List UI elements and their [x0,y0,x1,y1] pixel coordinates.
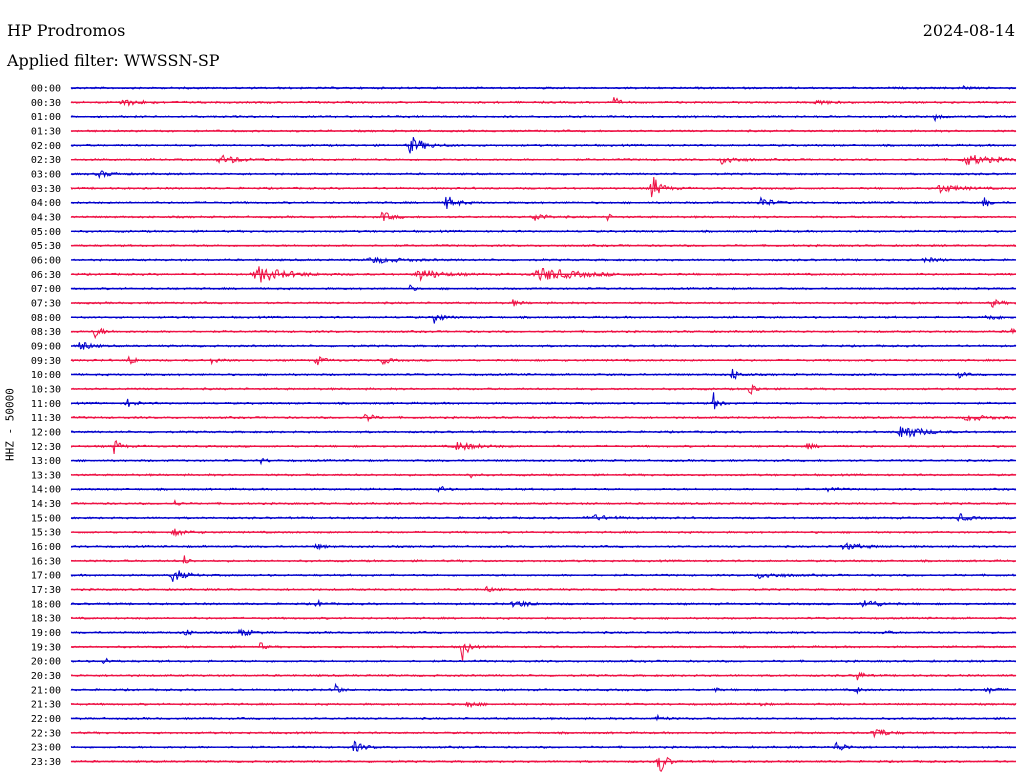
trace-line [70,97,1017,107]
time-tick-label: 22:00 [31,714,61,725]
trace-line [70,439,1017,454]
time-tick-label: 14:30 [31,499,61,510]
time-tick-label: 18:30 [31,614,61,625]
time-tick-label: 23:00 [31,743,61,754]
time-tick-label: 00:00 [31,84,61,95]
time-tick-label: 14:00 [31,485,61,496]
time-tick-label: 06:00 [31,255,61,266]
time-tick-label: 02:30 [31,155,61,166]
trace-line [70,682,1017,695]
time-tick-label: 04:30 [31,212,61,223]
time-tick-label: 09:00 [31,341,61,352]
trace-line [70,368,1016,381]
time-tick-label: 00:30 [31,98,61,109]
time-tick-label: 03:00 [31,169,61,180]
time-tick-label: 16:00 [31,542,61,553]
trace-line [70,392,1017,410]
time-tick-label: 07:00 [31,284,61,295]
record-date: 2024-08-14 [922,21,1015,40]
time-tick-label: 20:30 [31,671,61,682]
trace-line [70,284,1017,291]
time-tick-label: 15:30 [31,528,61,539]
trace-line [70,555,1017,565]
trace-line [70,499,1017,506]
time-tick-label: 08:00 [31,313,61,324]
trace-line [70,570,1017,582]
time-tick-label: 21:30 [31,700,61,711]
time-tick-label: 08:30 [31,327,61,338]
time-tick-label: 10:00 [31,370,61,381]
time-tick-label: 17:00 [31,571,61,582]
time-tick-label: 03:30 [31,184,61,195]
time-tick-label: 18:00 [31,599,61,610]
trace-line [70,671,1017,681]
time-tick-label: 19:00 [31,628,61,639]
time-tick-label: 22:30 [31,728,61,739]
trace-line [70,383,1017,396]
time-tick-label: 20:00 [31,657,61,668]
time-tick-label: 15:00 [31,513,61,524]
time-tick-label: 05:30 [31,241,61,252]
time-tick-label: 19:30 [31,642,61,653]
time-tick-label: 12:00 [31,427,61,438]
time-tick-label: 05:00 [31,227,61,238]
time-tick-label: 13:00 [31,456,61,467]
time-tick-label: 07:30 [31,298,61,309]
time-tick-label: 10:30 [31,384,61,395]
time-tick-label: 01:30 [31,126,61,137]
trace-line [70,327,1017,340]
filter-label: Applied filter: WWSSN-SP [7,51,220,70]
trace-line [70,756,1017,773]
time-tick-label: 06:30 [31,270,61,281]
trace-line [70,740,1016,752]
time-tick-label: 23:30 [31,757,61,768]
time-tick-label: 02:00 [31,141,61,152]
time-tick-label: 17:30 [31,585,61,596]
time-tick-label: 11:30 [31,413,61,424]
time-tick-label: 04:00 [31,198,61,209]
trace-line [70,642,1017,662]
time-tick-label: 16:30 [31,556,61,567]
time-tick-label: 21:00 [31,685,61,696]
trace-line [70,176,1016,198]
time-tick-label: 12:30 [31,442,61,453]
time-tick-label: 01:00 [31,112,61,123]
time-tick-label: 09:30 [31,356,61,367]
station-title: HP Prodromos [7,21,126,40]
time-tick-label: 13:30 [31,470,61,481]
time-tick-label: 11:00 [31,399,61,410]
